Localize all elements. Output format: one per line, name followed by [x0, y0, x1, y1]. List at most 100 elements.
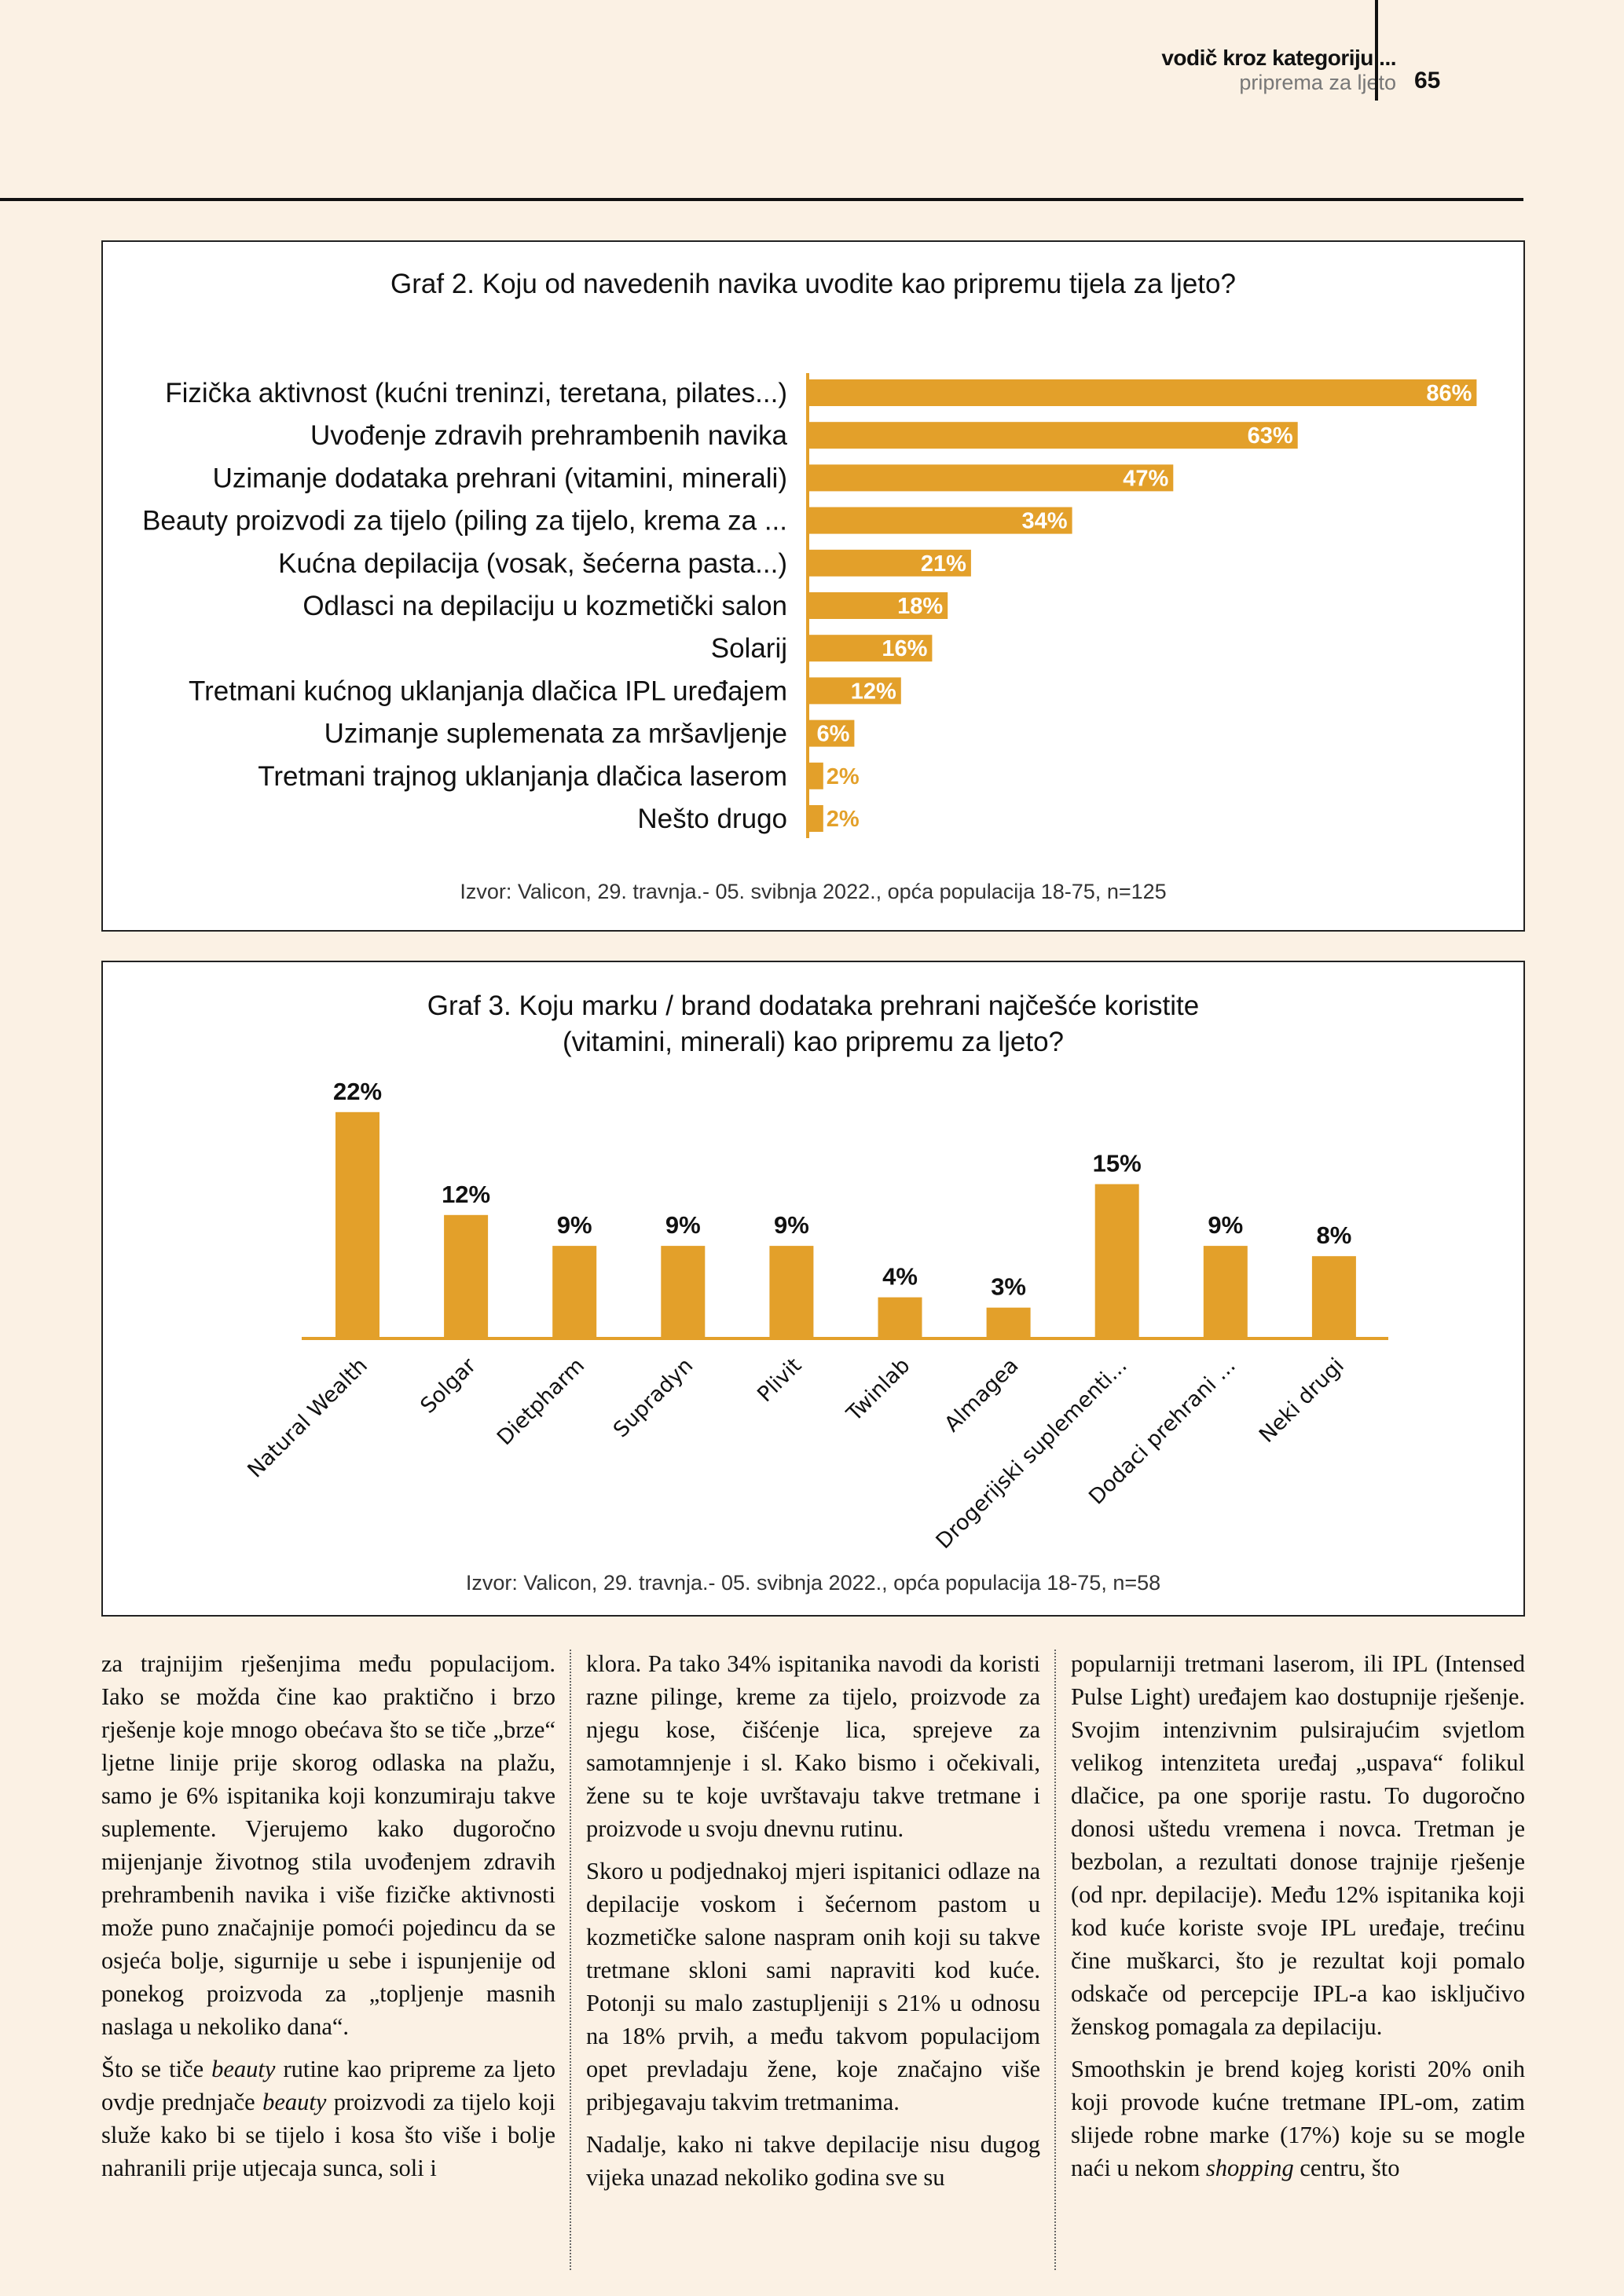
bar: [1094, 1184, 1139, 1338]
header-divider: [1375, 0, 1378, 101]
chart-title-line-1: Graf 3. Koju marku / brand dodataka preh…: [427, 991, 1200, 1021]
category-label: Solgar: [416, 1353, 481, 1418]
text-run: centru, što: [1293, 2155, 1400, 2181]
running-header-subsection: priprema za ljeto: [1239, 71, 1396, 94]
bar: [808, 507, 1072, 534]
bar: [1311, 1256, 1356, 1338]
running-header-section: vodič kroz kategoriju ...: [1161, 46, 1396, 70]
text-run: popularniji tretmani laserom, ili IPL (I…: [1071, 1650, 1525, 2040]
category-label: Fizička aktivnost (kućni treninzi, teret…: [165, 378, 787, 408]
chart-title-line-2: (vitamini, minerali) kao pripremu za lje…: [563, 1027, 1064, 1057]
category-label: Nešto drugo: [637, 804, 787, 834]
value-label: 4%: [882, 1263, 918, 1291]
value-label: 16%: [882, 636, 927, 661]
italic-text: shopping: [1205, 2155, 1294, 2181]
category-label: Uzimanje dodataka prehrani (vitamini, mi…: [213, 463, 787, 493]
italic-text: beauty: [211, 2056, 276, 2082]
paragraph: klora. Pa tako 34% ispitanika navodi da …: [586, 1647, 1040, 1845]
value-label: 12%: [442, 1181, 490, 1208]
value-label: 34%: [1022, 509, 1068, 534]
chart-source: Izvor: Valicon, 29. travnja.- 05. svibnj…: [465, 1571, 1161, 1595]
value-label: 21%: [921, 551, 966, 577]
bar: [1203, 1246, 1248, 1338]
category-label: Supradyn: [609, 1353, 698, 1442]
paragraph: Smoothskin je brend kojeg koristi 20% on…: [1071, 2052, 1525, 2184]
value-label: 12%: [851, 679, 896, 704]
category-label: Tretmani trajnog uklanjanja dlačica lase…: [258, 761, 787, 792]
value-label: 9%: [665, 1211, 701, 1239]
horizontal-bar-chart: Fizička aktivnost (kućni treninzi, teret…: [142, 373, 1477, 838]
chart-title: Graf 2. Koju od navedenih navika uvodite…: [390, 269, 1236, 299]
category-label: Dietpharm: [493, 1353, 589, 1450]
page-number: 65: [1414, 68, 1441, 93]
header-rule: [0, 198, 1523, 201]
text-run: rutine kao pripreme za ljeto ovdje predn…: [101, 2056, 555, 2115]
text-run: Što se tiče: [101, 2056, 212, 2082]
category-label: Natural Wealth: [243, 1353, 372, 1483]
italic-text: beauty: [262, 2089, 327, 2115]
category-label: Kućna depilacija (vosak, šećerna pasta..…: [278, 548, 787, 579]
bar: [808, 635, 933, 662]
text-run: klora. Pa tako 34% ispitanika navodi da …: [586, 1650, 1040, 1842]
bar: [808, 762, 823, 789]
column-divider: [1054, 1650, 1056, 2270]
bar: [808, 677, 901, 705]
paragraph: Nadalje, kako ni takve depilacije nisu d…: [586, 2128, 1040, 2194]
value-label: 6%: [816, 722, 849, 747]
bar: [808, 422, 1298, 449]
article-column-1: za trajnijim rješenjima među populacijom…: [101, 1647, 555, 2194]
category-label: Almagea: [940, 1353, 1023, 1437]
category-label: Odlasci na depilaciju u kozmetički salon: [302, 591, 787, 621]
category-label: Drogerijski suplementi...: [932, 1353, 1132, 1554]
paragraph: popularniji tretmani laserom, ili IPL (I…: [1071, 1647, 1525, 2043]
text-run: za trajnijim rješenjima među populacijom…: [101, 1650, 555, 2040]
value-label: 9%: [774, 1211, 809, 1239]
bar: [552, 1246, 597, 1338]
bar: [769, 1246, 814, 1338]
text-run: Skoro u podjednakoj mjeri ispitanici odl…: [586, 1858, 1040, 2115]
bar: [808, 805, 823, 832]
bar: [808, 464, 1174, 492]
bar: [808, 549, 971, 577]
text-run: Smoothskin je brend kojeg koristi 20% on…: [1071, 2056, 1525, 2181]
category-label: Neki drugi: [1255, 1353, 1349, 1448]
chart-source: Izvor: Valicon, 29. travnja.- 05. svibnj…: [460, 880, 1167, 903]
chart-graf-2: Graf 2. Koju od navedenih navika uvodite…: [101, 240, 1525, 932]
paragraph: Što se tiče beauty rutine kao pripreme z…: [101, 2052, 555, 2184]
category-label: Uvođenje zdravih prehrambenih navika: [310, 420, 788, 451]
category-label: Solarij: [711, 633, 787, 664]
category-label: Tretmani kućnog uklanjanja dlačica IPL u…: [189, 676, 787, 706]
article-column-2: klora. Pa tako 34% ispitanika navodi da …: [586, 1647, 1040, 2203]
column-divider: [570, 1650, 571, 2270]
article-column-3: popularniji tretmani laserom, ili IPL (I…: [1071, 1647, 1525, 2194]
category-label: Twinlab: [841, 1353, 915, 1426]
text-run: proizvodi za ti­jelo koji služe kako bi …: [101, 2089, 555, 2181]
paragraph: Skoro u podjednakoj mjeri ispitanici odl…: [586, 1855, 1040, 2118]
paragraph: za trajnijim rješenjima među populacijom…: [101, 1647, 555, 2043]
category-label: Beauty proizvodi za tijelo (piling za ti…: [142, 506, 787, 536]
bar: [986, 1307, 1031, 1338]
vertical-bar-chart: 22% Natural Wealth 12% Solgar 9% Dietpharm 9% S…: [243, 1078, 1388, 1554]
category-label: Plivit: [753, 1353, 806, 1407]
bar: [335, 1111, 379, 1338]
value-label: 8%: [1316, 1221, 1351, 1249]
chart-graf-3: Graf 3. Koju marku / brand dodataka preh…: [101, 961, 1525, 1617]
bar: [808, 592, 948, 619]
value-label: 9%: [1208, 1211, 1243, 1239]
bar: [661, 1246, 706, 1338]
value-label: 2%: [827, 807, 860, 832]
value-label: 47%: [1123, 466, 1168, 491]
bar: [808, 379, 1477, 406]
value-label: 22%: [333, 1078, 382, 1105]
category-label: Uzimanje suplemenata za mršavljenje: [324, 719, 787, 749]
bar: [444, 1214, 489, 1338]
value-label: 2%: [827, 764, 860, 789]
bar: [878, 1297, 922, 1338]
text-run: Nadalje, kako ni takve depilacije nisu d…: [586, 2131, 1040, 2191]
bar: [808, 720, 855, 747]
value-label: 9%: [557, 1211, 592, 1239]
value-label: 63%: [1248, 423, 1293, 449]
value-label: 18%: [897, 594, 943, 619]
value-label: 3%: [991, 1273, 1026, 1301]
value-label: 15%: [1093, 1150, 1142, 1177]
